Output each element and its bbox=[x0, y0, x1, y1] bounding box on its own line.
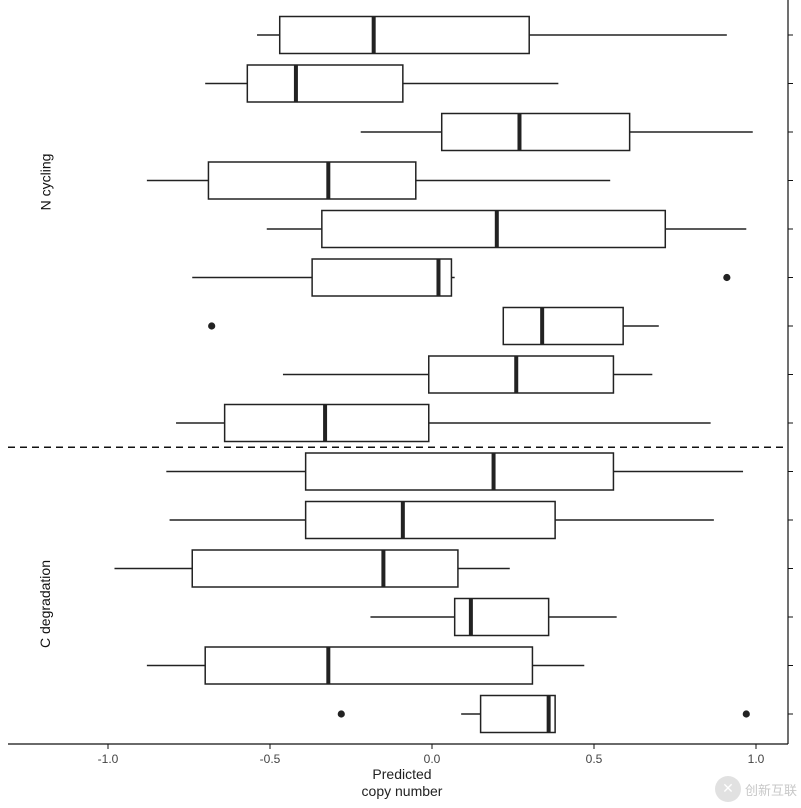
box-row-11 bbox=[169, 500, 714, 540]
box-row-13 bbox=[370, 597, 617, 637]
x-tick-label: 0.5 bbox=[586, 752, 603, 766]
outlier-point bbox=[337, 710, 345, 718]
box bbox=[311, 258, 453, 297]
outlier-point bbox=[742, 710, 750, 718]
box bbox=[428, 355, 615, 394]
boxes-layer bbox=[114, 15, 753, 734]
box bbox=[440, 112, 631, 152]
watermark-logo-icon: ✕ bbox=[714, 776, 741, 802]
box-row-14 bbox=[146, 646, 585, 685]
box-row-6 bbox=[192, 258, 731, 297]
outlier-point bbox=[208, 322, 216, 330]
box-row-10 bbox=[166, 452, 744, 491]
box bbox=[204, 646, 534, 685]
x-axis-title: Predicted copy number bbox=[302, 766, 502, 800]
x-tick-label: -1.0 bbox=[98, 752, 119, 766]
box-row-7 bbox=[208, 306, 659, 346]
x-tick-label: 0.0 bbox=[424, 752, 441, 766]
box bbox=[453, 597, 550, 637]
box bbox=[321, 209, 667, 249]
box bbox=[304, 500, 556, 540]
x-tick-label: -0.5 bbox=[260, 752, 281, 766]
x-axis-title-line2: copy number bbox=[361, 783, 443, 799]
outlier-point bbox=[723, 273, 731, 282]
box bbox=[207, 161, 417, 200]
box bbox=[246, 64, 404, 103]
group-label-c-degradation: C degradation bbox=[36, 560, 53, 648]
box-row-9 bbox=[176, 403, 711, 443]
box-row-3 bbox=[360, 112, 753, 152]
x-axis-title-line1: Predicted bbox=[372, 766, 432, 782]
watermark-text: 创新互联 bbox=[744, 783, 797, 799]
x-tick-label: 1.0 bbox=[748, 752, 765, 766]
box bbox=[502, 306, 624, 346]
box bbox=[304, 452, 615, 491]
box bbox=[479, 694, 556, 734]
box-row-5 bbox=[266, 209, 747, 249]
box-row-2 bbox=[205, 64, 559, 103]
box-row-1 bbox=[257, 15, 727, 55]
watermark: ✕ 创新互联 bbox=[714, 776, 797, 802]
box-row-15 bbox=[337, 694, 750, 734]
box-row-4 bbox=[146, 161, 611, 200]
box-row-12 bbox=[114, 549, 510, 588]
box bbox=[278, 15, 530, 55]
group-label-n-cycling: N cycling bbox=[36, 153, 53, 211]
box-row-8 bbox=[282, 355, 653, 394]
box bbox=[191, 549, 459, 588]
axes-layer: -1.0 -0.5 0.0 0.5 1.0 bbox=[8, 0, 793, 766]
